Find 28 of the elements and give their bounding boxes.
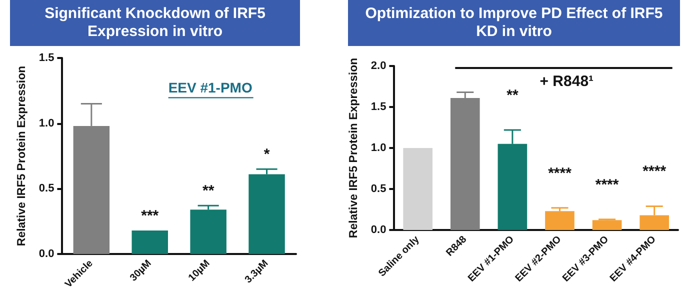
y-tick-label: 1.0 — [38, 117, 54, 130]
bar — [132, 230, 168, 254]
annotation: ** — [202, 182, 214, 200]
y-tick-label: 1.5 — [370, 101, 386, 113]
y-axis-title: Relative IRF5 Protein Expression — [16, 66, 28, 246]
chart-title: Optimization to Improve PD Effect of IRF5 KD in vitro — [348, 0, 680, 46]
annotation: **** — [595, 176, 619, 194]
annotation: + R848¹ — [540, 73, 594, 90]
y-axis-title: Relative IRF5 Protein Expression — [348, 58, 360, 238]
annotation: ** — [506, 86, 518, 104]
bar — [403, 148, 433, 230]
y-tick-label: 0.5 — [370, 183, 386, 195]
annotation: * — [264, 146, 270, 164]
y-tick-label: 2.0 — [370, 60, 386, 72]
annotation: *** — [141, 207, 159, 224]
chart-title: Significant Knockdown of IRF5 Expression in vitro — [10, 0, 300, 46]
y-tick-label: 0.5 — [38, 182, 54, 195]
bar — [545, 211, 574, 230]
y-tick-label: 1.5 — [38, 52, 54, 64]
bar — [592, 220, 622, 230]
y-tick-label: 0.0 — [38, 248, 54, 260]
annotation: **** — [642, 163, 666, 180]
y-tick-label: 1.0 — [370, 142, 386, 154]
bar — [248, 174, 285, 254]
bar — [190, 210, 226, 254]
y-tick-label: 0.0 — [370, 224, 386, 236]
annotation: **** — [548, 164, 572, 182]
annotation: EEV #1-PMO — [168, 80, 252, 96]
